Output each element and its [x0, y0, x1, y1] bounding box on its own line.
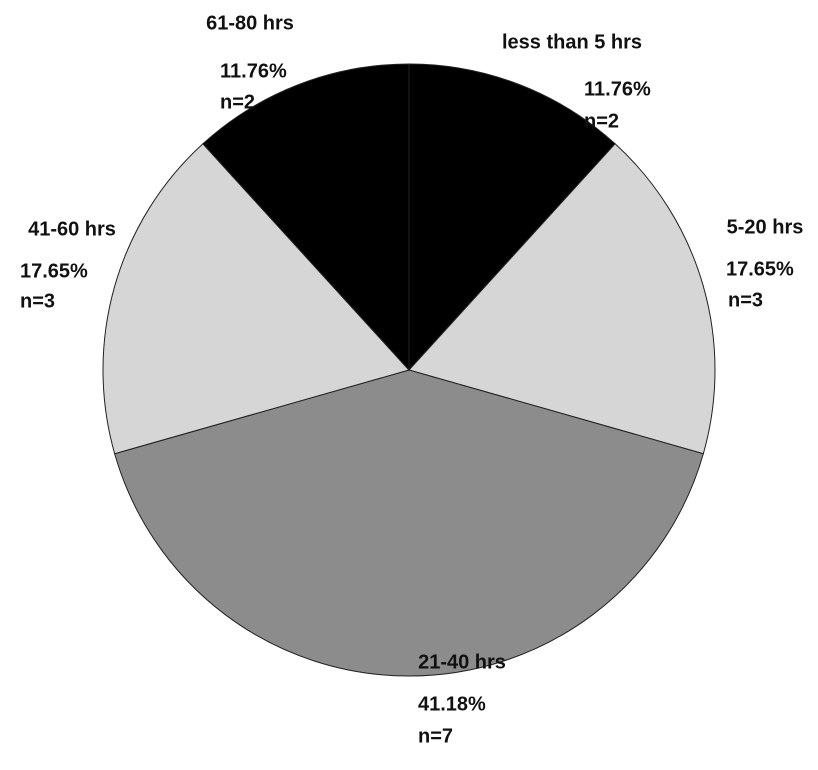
slice-label: less than 5 hrs	[502, 31, 642, 53]
slice-label: 21-40 hrs	[418, 651, 506, 673]
slice-value-label: 11.76%	[584, 78, 651, 100]
slice-label: 41-60 hrs	[28, 218, 116, 240]
slice-label: 61-80 hrs	[206, 12, 294, 34]
slice-value-label: 11.76%	[220, 60, 287, 82]
slice-count-label: n=2	[220, 91, 255, 113]
slice-value-label: 17.65%	[726, 258, 794, 280]
slice-count-label: n=3	[20, 290, 55, 312]
slice-label: 5-20 hrs	[727, 216, 804, 238]
slice-count-label: n=7	[418, 725, 453, 747]
slice-value-label: 17.65%	[20, 260, 88, 282]
pie-slice	[202, 63, 410, 372]
pie-slice	[408, 63, 616, 372]
slice-count-label: n=2	[584, 110, 619, 132]
pie-slice	[408, 143, 716, 455]
slice-value-label: 41.18%	[418, 693, 486, 715]
pie-slice	[102, 143, 410, 455]
slice-count-label: n=3	[728, 289, 763, 311]
pie-slice	[114, 369, 704, 677]
